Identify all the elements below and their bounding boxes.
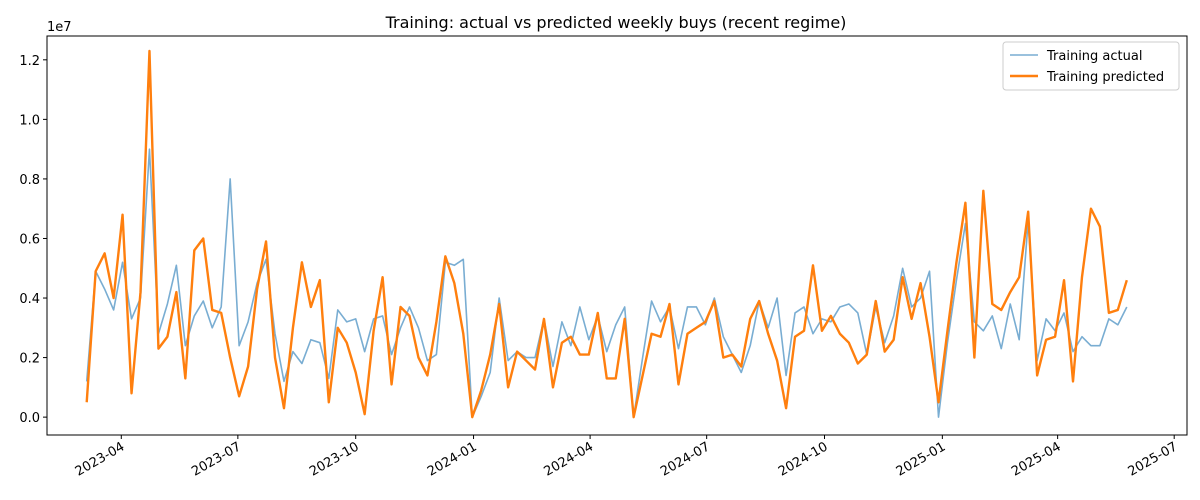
y-tick-label: 0.6 (19, 232, 40, 247)
y-tick-label: 1.2 (19, 54, 40, 69)
plot-frame (46, 35, 1188, 436)
chart-title: Training: actual vs predicted weekly buy… (385, 13, 847, 32)
y-axis: 0.0 0.2 0.4 0.6 0.8 1.0 1.2 (19, 54, 47, 426)
series-line-predicted (85, 49, 1128, 419)
y-tick-label: 1.0 (19, 113, 40, 128)
y-tick-label: 0.2 (19, 352, 40, 367)
legend-label-predicted: Training predicted (1046, 70, 1164, 85)
y-offset-label: 1e7 (47, 20, 72, 35)
y-tick-label: 0.8 (19, 173, 40, 188)
series-layer (85, 49, 1128, 419)
plot-area (46, 35, 1188, 436)
y-tick-label: 0.4 (19, 292, 40, 307)
legend-box (1002, 41, 1180, 91)
legend-label-actual: Training actual (1046, 49, 1142, 64)
y-tick-label: 0.0 (19, 411, 40, 426)
legend: Training actual Training predicted (1002, 41, 1180, 91)
